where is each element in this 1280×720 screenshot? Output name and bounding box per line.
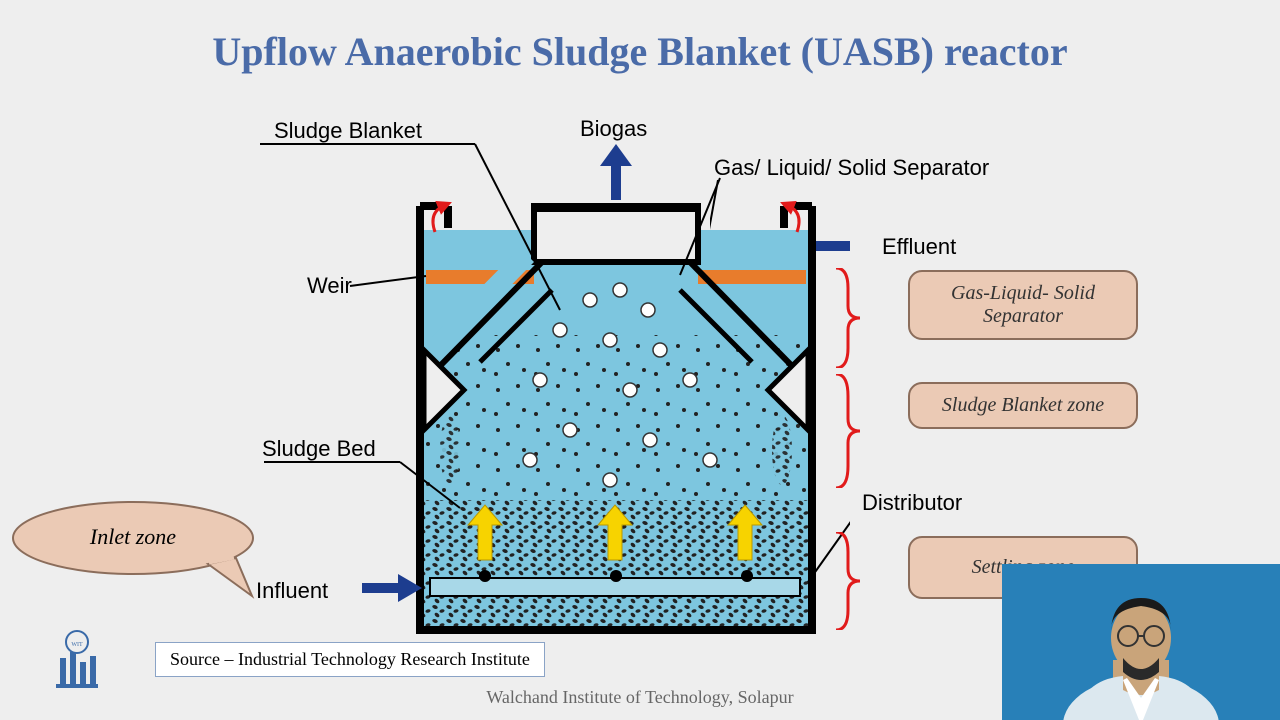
- biogas-arrow-icon: [600, 144, 632, 200]
- label-distributor: Distributor: [862, 490, 962, 516]
- brace-icon: [828, 532, 868, 630]
- label-weir: Weir: [307, 273, 352, 299]
- zone-gls: Gas-Liquid- Solid Separator: [908, 270, 1138, 340]
- brace-icon: [828, 374, 868, 488]
- effluent-arrow-icon: [816, 232, 850, 260]
- zone-blanket: Sludge Blanket zone: [908, 382, 1138, 429]
- label-sludge-bed: Sludge Bed: [262, 436, 376, 462]
- label-sludge-blanket: Sludge Blanket: [274, 118, 422, 144]
- institute-logo: WIT: [52, 630, 102, 690]
- svg-text:WIT: WIT: [71, 642, 83, 648]
- brace-icon: [828, 268, 868, 368]
- influent-arrow-icon: [362, 574, 422, 602]
- source-citation: Source – Industrial Technology Research …: [155, 642, 545, 677]
- person-icon: [1051, 580, 1231, 720]
- reactor-body: [416, 205, 816, 630]
- inlet-zone-callout: Inlet zone: [8, 498, 268, 613]
- label-effluent: Effluent: [882, 234, 956, 260]
- callout-text: Inlet zone: [8, 524, 258, 550]
- presenter-video: [1002, 564, 1280, 720]
- label-biogas: Biogas: [580, 116, 647, 142]
- page-title: Upflow Anaerobic Sludge Blanket (UASB) r…: [0, 28, 1280, 75]
